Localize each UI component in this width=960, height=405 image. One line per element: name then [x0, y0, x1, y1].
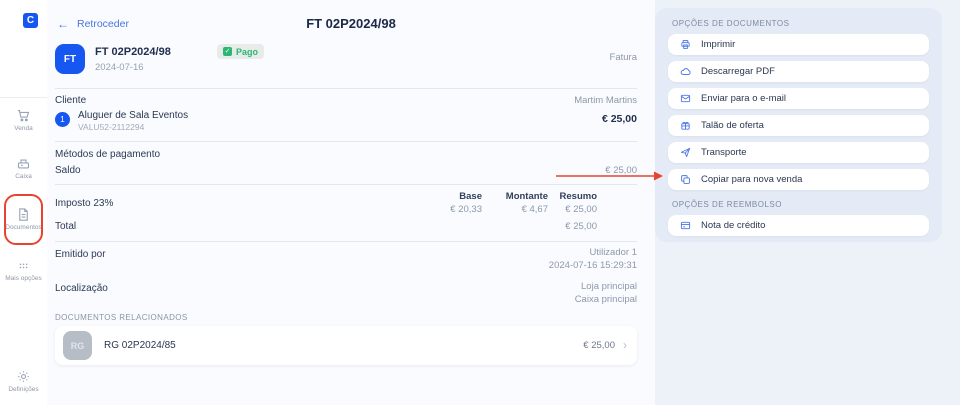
download-pdf-button[interactable]: Descarregar PDF: [668, 61, 929, 82]
location-register: Caixa principal: [574, 294, 637, 305]
payment-method-name: Saldo: [55, 165, 81, 176]
gift-icon: [681, 121, 690, 130]
action-label: Copiar para nova venda: [701, 174, 803, 185]
sidebar-item-label: Documentos: [5, 224, 42, 231]
transport-button[interactable]: Transporte: [668, 142, 929, 163]
tax-label: Imposto 23%: [55, 198, 114, 209]
document-kind-label: Fatura: [609, 52, 637, 63]
options-documents-header: OPÇÕES DE DOCUMENTOS: [672, 19, 790, 28]
related-doc-amount: € 25,00: [583, 340, 615, 351]
action-label: Talão de oferta: [701, 120, 764, 131]
sidebar-item-venda[interactable]: Venda: [0, 108, 47, 132]
tax-col-resumo: Resumo: [559, 191, 597, 202]
document-type-badge: FT: [55, 44, 85, 74]
grid-dots-icon: [19, 263, 28, 269]
divider: [55, 184, 637, 185]
action-label: Descarregar PDF: [701, 66, 775, 77]
gear-icon: [18, 371, 29, 382]
tax-value-base: € 20,33: [450, 204, 482, 215]
tax-col-base: Base: [459, 191, 482, 202]
cash-register-icon: [17, 159, 30, 169]
related-doc-type-badge: RG: [63, 331, 92, 360]
total-label: Total: [55, 221, 77, 232]
related-doc-number: RG 02P2024/85: [104, 340, 176, 351]
options-refund-header: OPÇÕES DE REEMBOLSO: [672, 200, 782, 209]
issued-by-datetime: 2024-07-16 15:29:31: [548, 260, 637, 271]
document-options-panel: OPÇÕES DE DOCUMENTOS Imprimir Descarrega…: [655, 8, 942, 242]
gift-receipt-button[interactable]: Talão de oferta: [668, 115, 929, 136]
client-section-label: Cliente: [55, 95, 87, 106]
copy-icon: [681, 175, 690, 184]
action-label: Transporte: [701, 147, 747, 158]
send-email-button[interactable]: Enviar para o e-mail: [668, 88, 929, 109]
status-label: Pago: [236, 46, 259, 57]
cart-icon: [17, 109, 30, 122]
divider: [55, 88, 637, 89]
document-date: 2024-07-16: [95, 62, 144, 73]
location-label: Localização: [55, 283, 108, 294]
print-button[interactable]: Imprimir: [668, 34, 929, 55]
sidebar-item-caixa[interactable]: Caixa: [0, 156, 47, 180]
email-icon: [680, 94, 691, 103]
invoice-detail-panel: ← Retroceder FT 02P2024/98 FT FT 02P2024…: [47, 0, 655, 405]
sidebar: C Venda Caixa Documentos Mais opções Def…: [0, 0, 47, 405]
payment-method-amount: € 25,00: [605, 165, 637, 176]
page-title: FT 02P2024/98: [306, 16, 396, 31]
related-docs-header: DOCUMENTOS RELACIONADOS: [55, 313, 188, 322]
location-store: Loja principal: [581, 281, 637, 292]
cloud-download-icon: [680, 68, 691, 75]
divider: [55, 141, 637, 142]
tax-value-montante: € 4,67: [521, 204, 548, 215]
action-label: Nota de crédito: [701, 220, 766, 231]
app-logo: C: [23, 13, 38, 28]
chevron-right-icon: ›: [623, 338, 627, 352]
copy-to-new-sale-button[interactable]: Copiar para nova venda: [668, 169, 929, 190]
sidebar-item-label: Definições: [8, 386, 39, 393]
sidebar-divider: [0, 97, 47, 98]
issued-by-label: Emitido por: [55, 249, 106, 260]
sidebar-item-label: Caixa: [15, 173, 32, 180]
item-amount: € 25,00: [601, 113, 637, 125]
sidebar-item-label: Mais opções: [5, 275, 42, 282]
item-index-badge: 1: [55, 112, 70, 127]
tax-value-resumo: € 25,00: [565, 204, 597, 215]
divider: [55, 241, 637, 242]
action-label: Enviar para o e-mail: [701, 93, 787, 104]
item-code: VALU52-2112294: [78, 122, 145, 132]
back-button[interactable]: ← Retroceder: [57, 17, 129, 31]
related-doc-row[interactable]: RG RG 02P2024/85 € 25,00 ›: [55, 326, 637, 365]
client-name: Martim Martins: [574, 95, 637, 106]
printer-icon: [681, 40, 690, 49]
document-number: FT 02P2024/98: [95, 46, 171, 58]
back-label: Retroceder: [77, 18, 129, 30]
total-value: € 25,00: [565, 221, 597, 232]
credit-note-icon: [680, 221, 691, 230]
sidebar-item-definicoes[interactable]: Definições: [0, 369, 47, 393]
payment-section-label: Métodos de pagamento: [55, 149, 161, 160]
item-name: Aluguer de Sala Eventos: [78, 110, 189, 121]
issued-by-user: Utilizador 1: [589, 247, 637, 258]
credit-note-button[interactable]: Nota de crédito: [668, 215, 929, 236]
sidebar-item-mais-opcoes[interactable]: Mais opções: [0, 258, 47, 282]
check-icon: ✓: [223, 47, 232, 56]
sidebar-item-documentos[interactable]: Documentos: [0, 207, 47, 231]
sidebar-item-label: Venda: [14, 125, 33, 132]
document-icon: [19, 208, 28, 221]
status-badge: ✓ Pago: [217, 44, 265, 59]
tax-col-montante: Montante: [505, 191, 548, 202]
send-plane-icon: [680, 147, 691, 158]
back-arrow-icon: ←: [57, 17, 69, 31]
action-label: Imprimir: [701, 39, 736, 50]
